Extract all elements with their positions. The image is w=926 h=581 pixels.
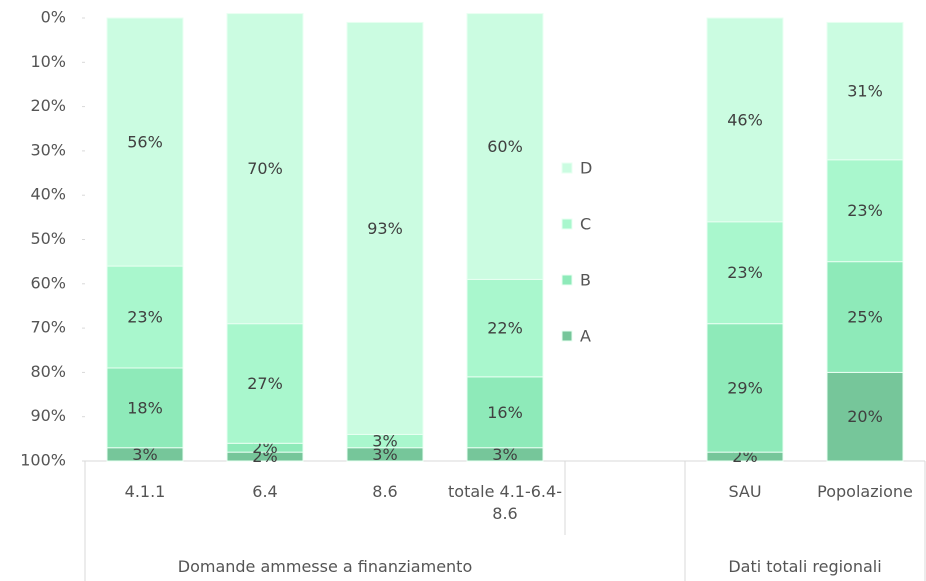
- bar-segment: [706, 323, 784, 453]
- legend-swatch: [561, 274, 573, 286]
- bar-segment: [826, 159, 904, 263]
- y-tick-label: 100%: [20, 451, 66, 470]
- data-label: 20%: [847, 407, 883, 426]
- bar-segment: [826, 21, 904, 161]
- data-label: 3%: [492, 445, 517, 464]
- legend-label: D: [580, 159, 592, 178]
- legend-label: B: [580, 271, 591, 290]
- x-tick-label: 6.4: [252, 482, 278, 501]
- data-label: 70%: [247, 159, 283, 178]
- bar-segment: [346, 21, 424, 435]
- data-label: 60%: [487, 137, 523, 156]
- bar-segment: [226, 323, 304, 444]
- y-tick-label: 10%: [30, 52, 66, 71]
- bar-segment: [826, 371, 904, 462]
- x-tick-label: SAU: [728, 482, 762, 501]
- y-tick-label: 50%: [30, 229, 66, 248]
- bar-segment: [466, 13, 544, 280]
- data-label: 16%: [487, 403, 523, 422]
- bar-segment: [226, 13, 304, 325]
- data-label: 23%: [727, 263, 763, 282]
- data-label: 23%: [127, 308, 163, 327]
- x-tick-label: Popolazione: [817, 482, 913, 501]
- data-label: 93%: [367, 219, 403, 238]
- y-tick-label: 70%: [30, 318, 66, 337]
- data-label: 29%: [727, 378, 763, 397]
- legend-swatch: [561, 162, 573, 174]
- bar-segment: [706, 17, 784, 223]
- data-label: 27%: [247, 374, 283, 393]
- data-label: 22%: [487, 319, 523, 338]
- y-tick-label: 40%: [30, 185, 66, 204]
- data-label: 31%: [847, 82, 883, 101]
- data-label: 3%: [132, 445, 157, 464]
- data-label: 3%: [372, 432, 397, 451]
- data-label: 25%: [847, 308, 883, 327]
- y-tick-label: 20%: [30, 96, 66, 115]
- bar-segment: [106, 17, 184, 267]
- data-label: 23%: [847, 201, 883, 220]
- group-label: Dati totali regionali: [728, 557, 882, 576]
- data-label: 3%: [372, 445, 397, 464]
- y-tick-label: 30%: [30, 140, 66, 159]
- data-label: 18%: [127, 398, 163, 417]
- legend-swatch: [561, 218, 573, 230]
- legend-swatch: [561, 330, 573, 342]
- legend-label: C: [580, 215, 591, 234]
- legend-label: A: [580, 327, 591, 346]
- data-label: 56%: [127, 133, 163, 152]
- y-tick-label: 60%: [30, 273, 66, 292]
- bar-segment: [466, 376, 544, 449]
- bar-segment: [706, 221, 784, 325]
- y-tick-label: 80%: [30, 362, 66, 381]
- group-label: Domande ammesse a finanziamento: [177, 557, 473, 576]
- x-tick-label: totale 4.1-6.4-8.6: [448, 482, 562, 523]
- y-tick-label: 0%: [41, 8, 66, 27]
- bar-segment: [466, 278, 544, 378]
- x-tick-label: 4.1.1: [124, 482, 166, 501]
- x-tick-label: 8.6: [372, 482, 398, 501]
- data-label: 46%: [727, 110, 763, 129]
- y-tick-label: 90%: [30, 406, 66, 425]
